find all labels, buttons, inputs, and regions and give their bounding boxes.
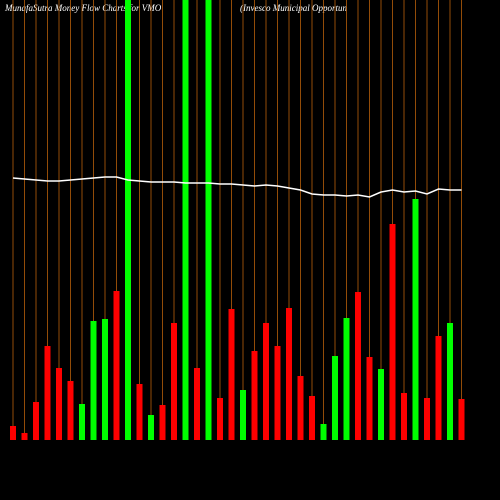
- bar: [44, 346, 51, 440]
- bar: [90, 321, 97, 440]
- bar: [447, 323, 453, 440]
- bar: [355, 292, 361, 440]
- bar: [274, 346, 281, 440]
- bar: [159, 405, 166, 440]
- bar: [217, 398, 223, 440]
- bar: [56, 368, 62, 440]
- bar: [401, 393, 407, 440]
- bar: [228, 309, 235, 440]
- bar: [182, 0, 189, 440]
- bar: [286, 308, 292, 440]
- bar: [33, 402, 39, 440]
- bar: [332, 356, 338, 440]
- bar: [79, 404, 85, 440]
- bar: [435, 336, 442, 440]
- bar: [389, 224, 396, 440]
- bar: [113, 291, 120, 440]
- bar: [148, 415, 154, 440]
- line: [12, 176, 462, 198]
- chart-subtitle: (Invesco Municipal Opportun: [240, 3, 347, 13]
- bar: [366, 357, 373, 440]
- bar: [343, 318, 350, 440]
- bar: [378, 369, 384, 440]
- bar: [309, 396, 315, 440]
- bar: [171, 323, 177, 440]
- bar: [67, 381, 74, 440]
- bar: [263, 323, 269, 440]
- bar: [125, 0, 131, 440]
- bar: [240, 390, 246, 440]
- chart-title: MunafaSutra Money Flow Charts for VMO: [4, 3, 162, 13]
- bar: [251, 351, 258, 440]
- bar: [10, 426, 16, 440]
- bar: [297, 376, 304, 440]
- bar: [194, 368, 200, 440]
- bar: [458, 399, 465, 440]
- bar: [424, 398, 430, 440]
- bar: [102, 319, 108, 440]
- bar: [205, 0, 212, 440]
- bar: [412, 199, 419, 440]
- bar: [136, 384, 143, 440]
- bar: [21, 433, 28, 440]
- bar: [320, 424, 327, 440]
